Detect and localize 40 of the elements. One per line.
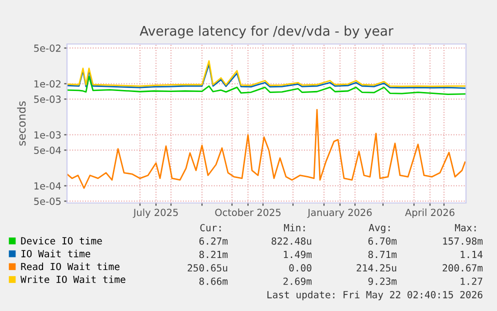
text: 1.49m [284,250,312,258]
text: 0.00 [289,264,312,272]
y-tick-label: 5e-03 [34,96,61,103]
text: 6.27m [199,237,228,245]
x-tick-label: January 2026 [307,208,372,218]
text: 6.70m [368,237,397,245]
text: 8.71m [368,250,397,258]
text: 8.66m [199,278,228,285]
text: Cur: [200,224,221,232]
chart-title: Average latency for /dev/vda - by year [140,26,394,38]
y-tick-label: 5e-05 [34,198,61,205]
text: 2.69m [283,278,312,285]
text: Last update: Fri May 22 02:40:15 2026 [267,290,482,300]
x-tick-label: July 2025 [132,208,178,218]
text: 822.48u [272,237,312,245]
x-tick-label: October 2025 [215,208,281,216]
text: 1.27 [460,278,482,285]
legend-label: Device IO time [21,236,102,244]
text: Min: [284,224,305,232]
y-tick-label: 1e-03 [34,131,61,139]
text: Avg: [368,224,390,234]
x-tick-label: April 2026 [405,208,454,218]
legend-label: Write IO Wait time [20,276,126,284]
text: 9.23m [368,278,397,285]
legend-label: Read IO Wait time [21,262,120,270]
line-series [67,108,466,189]
text: 8.21m [199,250,228,258]
text: 1.14 [460,250,483,258]
text: 157.98m [443,237,483,245]
y-tick-label: 1e-02 [34,80,60,88]
text: 200.67m [442,264,483,272]
text: 250.65u [188,264,228,272]
y-tick-label: 5e-02 [34,44,60,52]
line-series [67,76,466,96]
legend-label: IO Wait time [21,250,90,258]
text: Max: [455,224,476,232]
y-tick-label: 5e-04 [34,146,61,154]
y-axis-title: seconds [17,101,26,146]
text: 214.25u [356,264,396,272]
y-tick-label: 1e-04 [34,182,61,190]
